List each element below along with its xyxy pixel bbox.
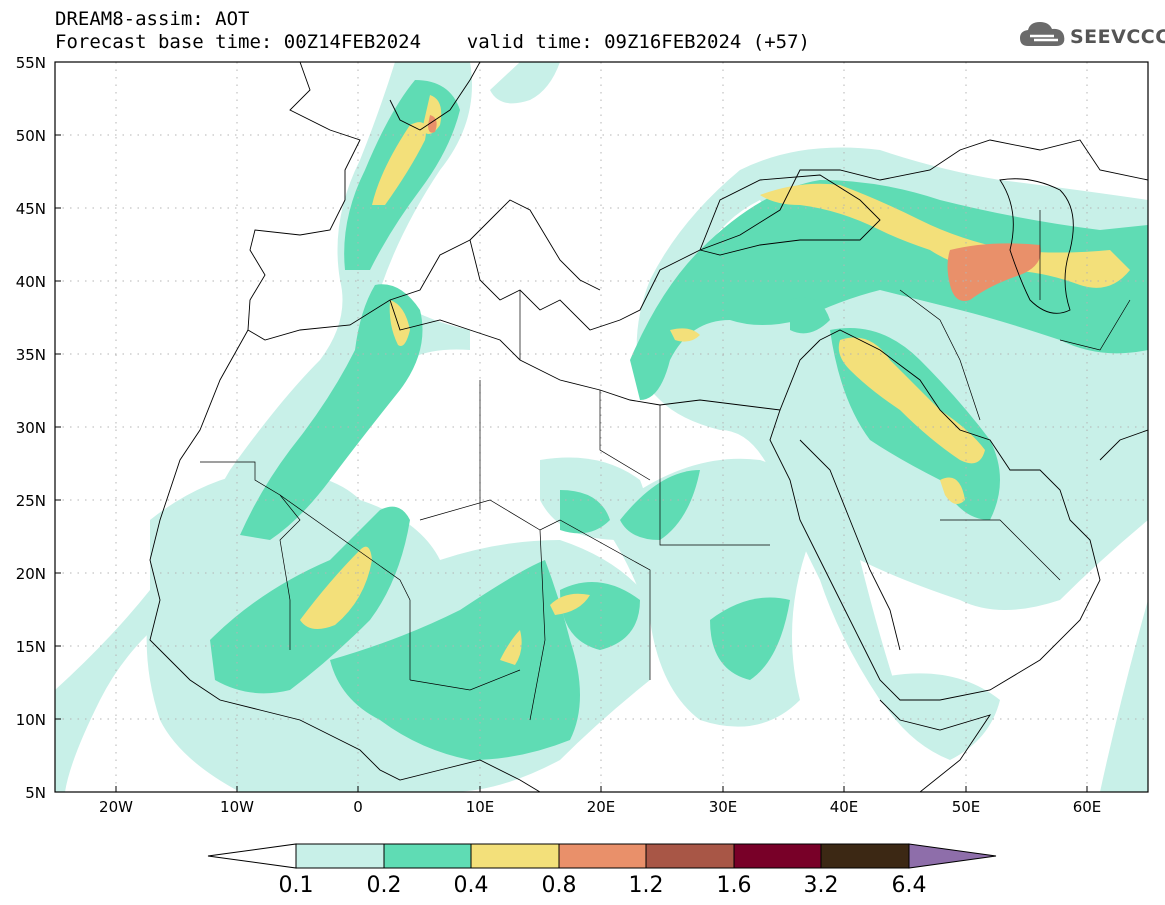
- lon-label: 60E: [1073, 798, 1102, 816]
- lon-label: 40E: [830, 798, 859, 816]
- forecast-times: Forecast base time: 00Z14FEB2024 valid t…: [55, 31, 810, 53]
- lat-label: 45N: [16, 200, 46, 218]
- axis-ticks: [55, 134, 1088, 792]
- graticule: [55, 62, 1148, 792]
- seevccc-logo: SEEVCCC: [1018, 18, 1165, 58]
- lon-labels: 20W 10W 0 10E 20E 30E 40E 50E 60E: [99, 798, 1101, 816]
- lat-label: 10N: [16, 711, 46, 729]
- aot-contours: [55, 62, 1148, 792]
- lat-label: 5N: [25, 784, 46, 802]
- product-title: DREAM8-assim: AOT: [55, 8, 250, 30]
- coastlines: [149, 62, 1148, 792]
- lon-label: 0: [353, 798, 363, 816]
- lon-label: 10W: [220, 798, 254, 816]
- lat-label: 35N: [16, 346, 46, 364]
- cloud-icon: [1020, 22, 1065, 46]
- lat-label: 20N: [16, 565, 46, 583]
- aot-level-0.8: [428, 115, 1041, 301]
- lat-label: 55N: [16, 54, 46, 72]
- lat-labels: 55N 50N 45N 40N 35N 30N 25N 20N 15N 10N …: [16, 54, 46, 802]
- lon-label: 10E: [466, 798, 495, 816]
- lat-label: 50N: [16, 127, 46, 145]
- lon-label: 50E: [952, 798, 981, 816]
- lat-label: 40N: [16, 273, 46, 291]
- lat-label: 30N: [16, 419, 46, 437]
- country-borders: [200, 210, 1131, 721]
- lon-label: 20E: [587, 798, 616, 816]
- lat-label: 15N: [16, 638, 46, 656]
- lon-label: 30E: [709, 798, 738, 816]
- logo-text: SEEVCCC: [1070, 26, 1165, 48]
- lon-label: 20W: [99, 798, 133, 816]
- lat-label: 25N: [16, 492, 46, 510]
